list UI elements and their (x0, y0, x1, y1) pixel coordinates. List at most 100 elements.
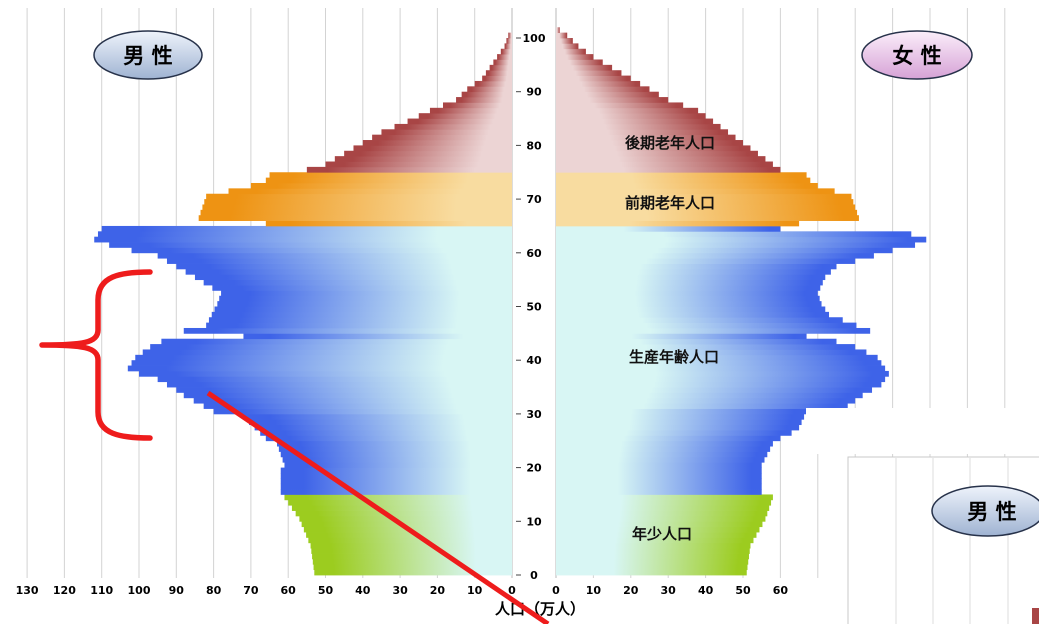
female-bar-age-72 (556, 182, 818, 189)
male-bar-age-0 (314, 569, 512, 576)
male-bar-age-53 (212, 285, 512, 291)
female-bar-age-29 (556, 413, 805, 420)
age-tick-label: 50 (526, 301, 542, 314)
male-bar-age-42 (150, 344, 512, 350)
female-x-tick-label: 0 (552, 584, 560, 597)
female-bar-age-31 (556, 403, 848, 409)
band-label-early-elderly: 前期老年人口 (625, 194, 715, 212)
age-tick-label: 70 (526, 193, 542, 206)
male-x-tick-label: 70 (243, 584, 259, 597)
female-bar-age-51 (556, 295, 820, 302)
female-x-tick-label: 10 (586, 584, 602, 597)
male-bar-age-27 (254, 424, 512, 431)
female-bar-age-55 (556, 274, 826, 281)
male-bar-age-50 (217, 301, 512, 307)
male-bar-age-67 (200, 209, 513, 216)
male-bar-age-92 (482, 75, 512, 82)
male-bar-age-2 (312, 558, 512, 565)
male-bar-age-37 (139, 370, 512, 377)
female-bar-age-13 (556, 499, 772, 506)
female-bar-age-74 (556, 172, 807, 179)
female-bar-age-22 (556, 451, 768, 458)
inset-chart-fragment: 男 性 (847, 456, 1039, 624)
male-x-tick-label: 0 (508, 584, 516, 597)
female-bar-age-65 (556, 220, 800, 227)
female-bar-age-98 (556, 43, 579, 50)
female-bar-age-6 (556, 537, 754, 544)
female-bar-age-88 (556, 97, 669, 103)
female-bar-age-44 (556, 333, 807, 340)
male-bar-age-61 (109, 242, 512, 248)
male-bar-age-90 (467, 86, 512, 93)
male-bar-age-45 (183, 327, 512, 334)
male-bar-age-41 (142, 349, 513, 356)
female-bar-age-2 (556, 558, 749, 565)
female-bar-age-14 (556, 494, 773, 501)
female-bar-age-82 (556, 129, 729, 136)
male-bar-age-25 (265, 435, 512, 442)
male-bar-age-65 (265, 220, 512, 227)
female-bar-age-58 (556, 258, 856, 264)
male-bar-age-3 (312, 553, 512, 560)
female-bar-age-81 (556, 134, 736, 141)
female-bar-age-37 (556, 370, 889, 377)
female-bar-age-80 (556, 140, 743, 146)
female-bar-age-96 (556, 54, 594, 60)
male-bar-age-98 (504, 43, 512, 50)
male-bar-age-47 (208, 317, 512, 324)
female-bar-age-77 (556, 156, 766, 162)
male-bar-age-80 (362, 140, 512, 146)
male-bar-age-100 (508, 32, 512, 39)
male-bar-age-34 (176, 387, 513, 393)
male-bar-age-96 (497, 54, 512, 60)
male-bar-age-33 (183, 392, 512, 399)
male-bar-age-74 (269, 172, 512, 179)
male-label: 男 性 (123, 44, 172, 68)
female-bar-age-86 (556, 107, 699, 114)
female-bar-age-9 (556, 521, 763, 528)
female-bar-age-63 (556, 231, 912, 238)
male-bar-age-20 (284, 462, 512, 468)
male-bar-age-22 (280, 451, 512, 458)
male-bar-age-52 (221, 290, 512, 297)
female-bar-age-39 (556, 360, 882, 366)
female-bar-age-91 (556, 80, 641, 87)
female-bar-age-34 (556, 387, 873, 393)
red-curly-brace (39, 269, 153, 441)
female-bar-age-36 (556, 376, 886, 383)
female-bar-age-101 (556, 27, 560, 34)
male-bar-age-64 (101, 225, 512, 232)
male-x-tick-label: 80 (206, 584, 222, 597)
male-bar-age-14 (284, 494, 512, 501)
male-bar-age-29 (243, 413, 512, 420)
age-tick-label: 0 (530, 569, 538, 582)
female-bar-age-8 (556, 526, 760, 533)
female-bar-age-49 (556, 306, 826, 313)
female-bar-age-24 (556, 440, 773, 447)
male-bar-age-44 (243, 333, 512, 340)
female-bar-age-32 (556, 397, 856, 404)
female-bar-age-7 (556, 532, 757, 538)
female-bar-age-42 (556, 344, 856, 350)
male-x-tick-label: 130 (16, 584, 39, 597)
male-bar-age-99 (506, 38, 512, 44)
male-bar-age-79 (353, 145, 512, 152)
female-bar-age-60 (556, 247, 893, 254)
male-bar-age-28 (249, 419, 512, 426)
male-x-tick-label: 60 (281, 584, 297, 597)
male-bar-age-46 (206, 322, 512, 329)
male-bar-age-51 (219, 295, 512, 302)
female-bar-age-85 (556, 113, 706, 119)
female-bar-age-3 (556, 553, 749, 560)
male-bar-age-7 (306, 532, 512, 538)
male-bar-age-19 (280, 467, 512, 474)
male-bar-age-30 (213, 408, 512, 415)
male-bar-age-4 (311, 548, 512, 554)
female-bar-age-10 (556, 515, 766, 522)
female-bar-age-4 (556, 548, 750, 554)
female-bar-age-69 (556, 199, 854, 205)
female-bar-age-0 (556, 569, 747, 576)
male-bar-age-84 (407, 118, 512, 125)
male-bar-age-18 (280, 472, 512, 479)
female-bar-age-43 (556, 338, 837, 345)
